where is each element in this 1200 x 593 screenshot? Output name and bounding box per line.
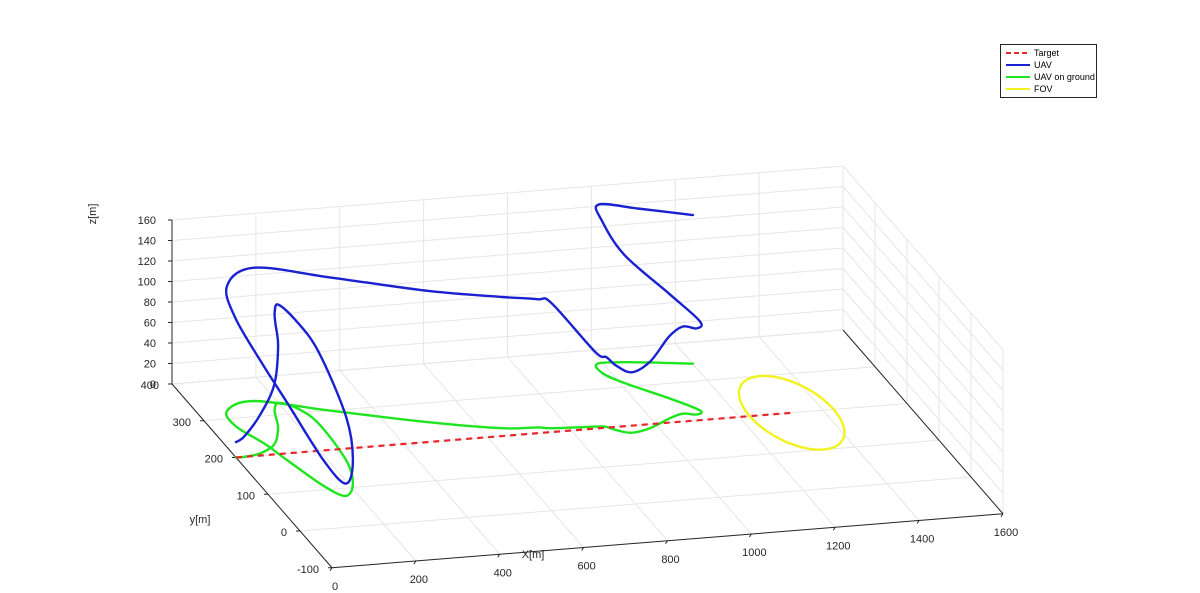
- grid-lines: [171, 165, 1004, 569]
- x-tick-mark: [665, 540, 668, 545]
- legend-fov-swatch: [1006, 88, 1030, 90]
- grid-line-side-z: [842, 309, 1004, 494]
- x-tick-mark: [1000, 513, 1004, 518]
- grid-line-side-z: [842, 186, 1004, 371]
- legend-item-uav-ground: UAV on ground: [1001, 71, 1096, 83]
- grid-line-back-z: [171, 288, 844, 344]
- data-series: [224, 202, 846, 498]
- grid-line-back-z: [171, 206, 844, 262]
- y-tick-label: 0: [281, 527, 287, 539]
- legend: Target UAV UAV on ground FOV: [1000, 44, 1097, 98]
- legend-label-fov: FOV: [1034, 84, 1053, 94]
- legend-label-uav-ground: UAV on ground: [1034, 72, 1095, 82]
- grid-line-back-z: [171, 165, 844, 221]
- y-tick-label: 300: [173, 417, 191, 429]
- z-axis-label: z[m]: [87, 204, 99, 225]
- x-tick-mark: [497, 553, 501, 558]
- legend-target-swatch: [1006, 52, 1030, 54]
- x-tick-label: 1400: [910, 534, 934, 546]
- z-tick-label: 100: [138, 277, 156, 289]
- grid-line-floor-x: [423, 363, 585, 548]
- z-tick-label: 0: [150, 379, 156, 391]
- legend-item-fov: FOV: [1001, 83, 1096, 95]
- z-tick-label: 40: [144, 338, 156, 350]
- x-tick-label: 1000: [742, 547, 766, 559]
- grid-line-side-z: [842, 227, 1004, 412]
- y-tick-label: 200: [205, 454, 223, 466]
- z-tick-label: 80: [144, 297, 156, 309]
- legend-label-uav: UAV: [1034, 60, 1052, 70]
- x-tick-label: 200: [410, 574, 428, 586]
- grid-line-floor-y: [299, 476, 972, 532]
- z-tick-label: 160: [138, 215, 156, 227]
- x-tick-mark: [748, 533, 752, 538]
- grid-line-side-z: [842, 247, 1004, 433]
- x-tick-label: 400: [494, 567, 512, 579]
- grid-line-floor-x: [674, 343, 836, 528]
- grid-line-side-z: [842, 268, 1004, 453]
- z-tick-label: 140: [138, 236, 156, 248]
- series-uav: [224, 202, 703, 485]
- grid-line-back-z: [171, 247, 844, 303]
- series-fov: [737, 374, 846, 451]
- y-axis-line: [171, 383, 333, 569]
- series-target: [235, 411, 792, 459]
- x-axis-end-line: [842, 329, 1004, 515]
- grid-line-floor-x: [339, 370, 501, 555]
- y-tick-label: 100: [237, 490, 255, 502]
- legend-label-target: Target: [1034, 48, 1060, 58]
- series-uav-on-ground: [224, 360, 703, 498]
- x-tick-mark: [916, 520, 920, 524]
- axes: [168, 219, 1004, 572]
- grid-line-floor-x: [758, 336, 920, 521]
- legend-item-uav: UAV: [1001, 59, 1096, 71]
- z-tick-label: 60: [144, 318, 156, 330]
- grid-line-floor-x: [590, 349, 752, 535]
- legend-item-target: Target: [1001, 47, 1096, 59]
- grid-line-side-z: [842, 288, 1004, 474]
- grid-line-side-z: [842, 165, 1004, 351]
- legend-uav-swatch: [1006, 64, 1030, 66]
- grid-line-floor-x: [507, 356, 668, 542]
- x-tick-label: 800: [661, 554, 679, 566]
- x-tick-mark: [581, 547, 585, 551]
- y-tick-label: -100: [297, 564, 319, 576]
- grid-line-side-z: [842, 206, 1004, 392]
- grid-line-floor-y: [267, 439, 940, 495]
- grid-line-floor-x: [255, 376, 417, 562]
- tick-labels: 02004006008001000120014001600-1000100200…: [138, 215, 1019, 593]
- y-axis-label: y[m]: [190, 514, 211, 526]
- x-tick-mark: [413, 560, 417, 565]
- x-tick-label: 0: [332, 581, 338, 593]
- x-axis-label: X[m]: [522, 549, 545, 561]
- z-tick-label: 20: [144, 359, 156, 371]
- grid-line-back-z: [171, 309, 844, 364]
- grid-line-back-z: [171, 268, 844, 323]
- grid-line-back-z: [171, 227, 844, 282]
- x-tick-label: 600: [577, 561, 595, 573]
- y-tick-label: 400: [141, 380, 159, 392]
- x-tick-label: 1600: [994, 527, 1018, 539]
- grid-line-back-z: [171, 329, 844, 385]
- grid-line-back-z: [171, 186, 844, 241]
- legend-uav-ground-swatch: [1006, 76, 1030, 78]
- x-tick-mark: [832, 526, 836, 531]
- x-tick-label: 1200: [826, 540, 850, 552]
- z-tick-label: 120: [138, 256, 156, 268]
